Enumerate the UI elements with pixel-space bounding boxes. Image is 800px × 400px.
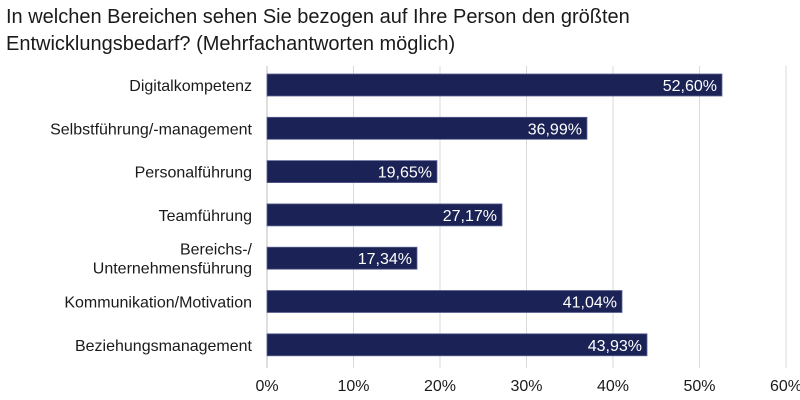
bar-value-label: 27,17% <box>443 208 497 225</box>
bar-value-label: 17,34% <box>358 251 412 268</box>
x-tick-label: 40% <box>597 378 629 395</box>
category-label: Digitalkompetenz <box>129 78 252 95</box>
category-label: Selbstführung/-management <box>50 121 252 138</box>
bar <box>266 203 503 227</box>
x-axis-ticks: 0% 10% 20% 30% 40% 50% 60% <box>255 378 800 395</box>
x-tick-label: 30% <box>510 378 542 395</box>
bar <box>266 160 438 184</box>
bar <box>266 116 588 140</box>
category-label: Bereichs-/Unternehmensführung <box>93 242 253 278</box>
category-label: Teamführung <box>159 208 252 225</box>
bar <box>266 290 623 313</box>
bar <box>266 333 648 357</box>
bars: 52,60% 36,99% 19,65% 27,17% 17,34% 41,04% 43,9… <box>266 73 723 357</box>
x-tick-label: 10% <box>337 378 369 395</box>
bar-value-label: 52,60% <box>663 78 717 95</box>
category-label: Kommunikation/Motivation <box>64 295 252 312</box>
x-tick-label: 0% <box>255 378 278 395</box>
category-labels: Digitalkompetenz Selbstführung/-managemen… <box>50 78 252 355</box>
category-label: Personalführung <box>135 165 252 182</box>
x-tick-label: 20% <box>424 378 456 395</box>
grid-lines <box>266 66 787 368</box>
bar-value-label: 19,65% <box>378 165 432 182</box>
bar <box>266 246 418 270</box>
bar-value-label: 36,99% <box>528 121 582 138</box>
category-label: Beziehungsmanagement <box>75 338 253 355</box>
bar <box>266 73 723 97</box>
x-tick-label: 50% <box>683 378 715 395</box>
bar-value-label: 41,04% <box>563 295 617 312</box>
chart-title: In welchen Bereichen sehen Sie bezogen a… <box>6 6 630 55</box>
bar-value-label: 43,93% <box>588 338 642 355</box>
x-tick-label: 60% <box>770 378 800 395</box>
